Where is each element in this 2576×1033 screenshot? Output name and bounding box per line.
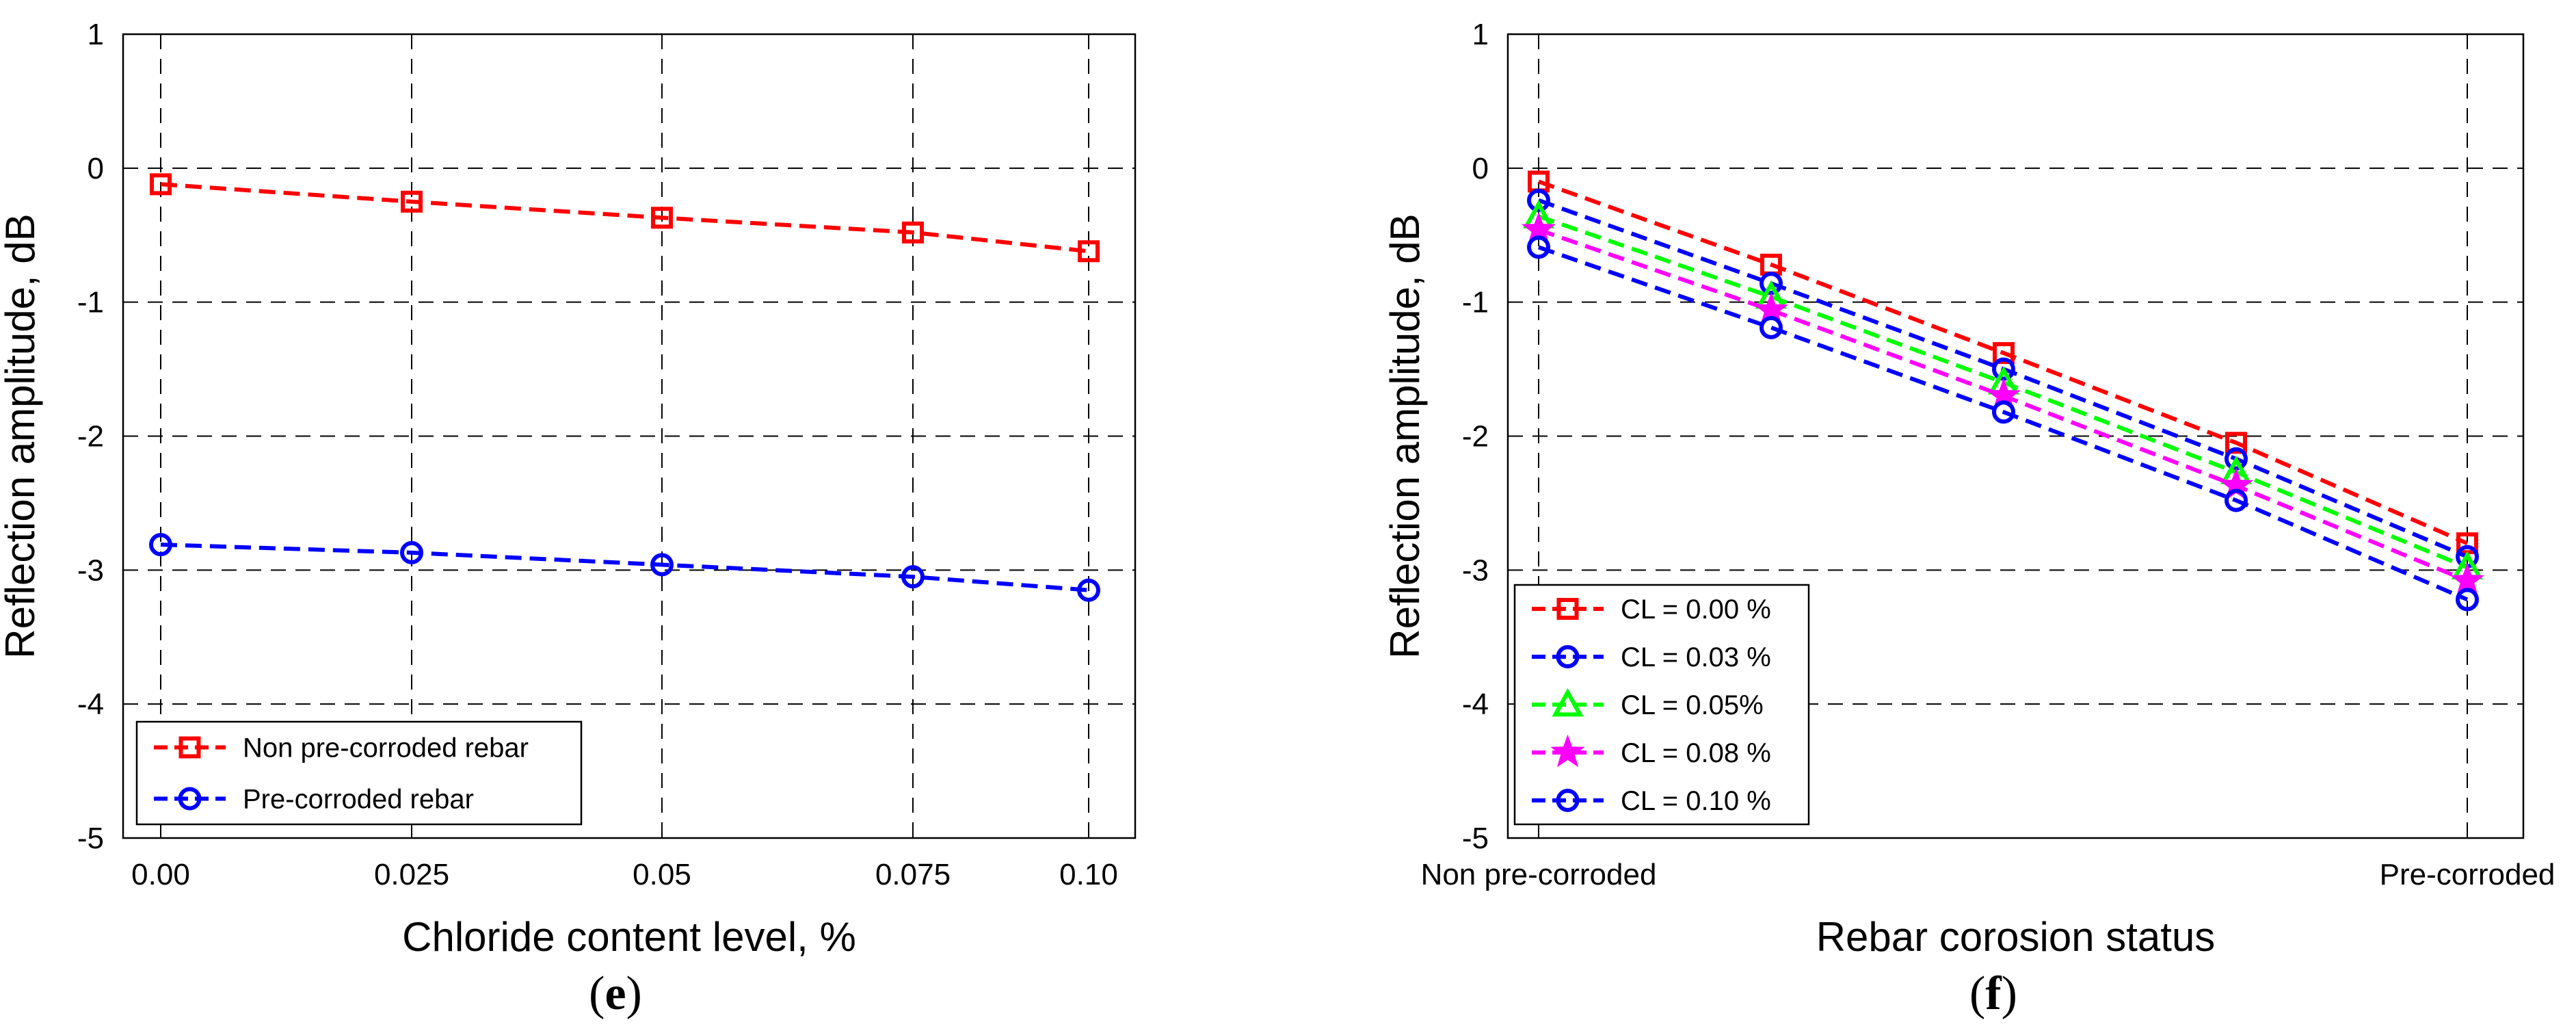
data-point	[1992, 400, 2015, 424]
data-point	[901, 565, 925, 589]
y-tick-label: -2	[1462, 420, 1489, 454]
legend-label: Pre-corroded rebar	[243, 785, 474, 815]
legend-marker	[1552, 688, 1584, 717]
x-tick-label: 0.00	[131, 858, 190, 891]
data-point	[2456, 588, 2479, 612]
series-line	[1538, 228, 2469, 583]
data-point	[1527, 188, 1550, 212]
data-point	[1077, 578, 1100, 602]
legend-label: CL = 0.05%	[1621, 690, 1764, 720]
x-tick-label: 0.05	[633, 858, 691, 891]
data-point	[2225, 488, 2248, 512]
legend-label: CL = 0.03 %	[1621, 642, 1771, 672]
legend: CL = 0.00 % CL = 0.03 % CL = 0.05% CL = 0.0…	[1513, 584, 1810, 826]
x-tick-label: 0.025	[374, 858, 449, 891]
legend-marker	[178, 736, 201, 759]
legend-label: CL = 0.10 %	[1621, 786, 1771, 816]
legend-marker	[1556, 598, 1579, 620]
data-point	[1760, 315, 1783, 339]
panel-caption: (e)	[589, 967, 642, 1020]
x-tick-label: 0.075	[875, 858, 951, 891]
data-point	[149, 533, 172, 557]
panel-caption: (f)	[1969, 967, 2017, 1020]
y-axis-label: Reflection amplitude, dB	[1382, 213, 1428, 658]
y-tick-label: 0	[88, 152, 104, 185]
data-point	[2225, 432, 2247, 454]
caption-paren-close: )	[626, 967, 642, 1020]
y-tick-label: 1	[1472, 18, 1489, 51]
x-tick-label: 0.10	[1059, 858, 1118, 891]
data-point	[902, 221, 924, 244]
x-axis-label: Chloride content level, %	[402, 914, 856, 960]
legend-label: CL = 0.00 %	[1621, 594, 1771, 625]
data-point	[650, 553, 674, 577]
data-point	[401, 190, 423, 213]
y-tick-label: -2	[77, 420, 104, 454]
legend-marker	[1550, 734, 1585, 768]
caption-paren-open: (	[1969, 967, 1985, 1020]
y-tick-label: -3	[1462, 553, 1489, 587]
legend-marker	[1556, 789, 1580, 812]
chart-panel-f: -5 -4 -3 -2 -1 0 1 Non pre-corroded Pre-corroded…	[1382, 18, 2555, 1020]
series-line	[1538, 245, 2469, 602]
legend-marker	[1556, 645, 1580, 668]
x-axis-label: Rebar corosion status	[1816, 914, 2216, 960]
caption-paren-close: )	[2002, 967, 2017, 1020]
y-tick-label: 1	[88, 18, 104, 51]
y-tick-label: -5	[77, 822, 104, 855]
y-tick-label: -4	[1462, 688, 1489, 721]
series-line	[160, 182, 1089, 254]
data-point	[400, 540, 423, 564]
caption-paren-open: (	[589, 967, 605, 1020]
data-point	[1527, 235, 1550, 259]
chart-panel-e: -5 -4 -3 -2 -1 0 1 0.00 0.025 0.05 0.075 0.10 Chlori…	[0, 18, 1137, 1020]
x-tick-label: Pre-corroded	[2380, 858, 2555, 891]
legend-label: Non pre-corroded rebar	[243, 733, 529, 763]
y-tick-label: 0	[1472, 152, 1489, 185]
data-point	[2449, 562, 2485, 596]
series-line	[160, 542, 1089, 592]
legend-label: CL = 0.08 %	[1621, 738, 1771, 768]
y-tick-label: -4	[77, 688, 104, 721]
series-line	[1537, 179, 2469, 545]
caption-letter: e	[605, 967, 626, 1020]
y-tick-label: -1	[77, 286, 104, 319]
y-tick-label: -1	[1462, 286, 1489, 319]
data-point	[150, 173, 172, 196]
caption-letter: f	[1985, 967, 2002, 1020]
data-point	[1993, 342, 2015, 365]
y-tick-label: -5	[1462, 822, 1489, 855]
y-tick-label: -3	[77, 553, 104, 587]
data-point	[1078, 240, 1100, 263]
legend-marker	[178, 787, 202, 811]
data-point	[651, 207, 673, 229]
y-axis-label: Reflection amplitude, dB	[0, 213, 43, 658]
legend: Non pre-corroded rebar Pre-corroded rebar	[135, 720, 583, 826]
legend-box	[135, 720, 583, 826]
x-tick-label: Non pre-corroded	[1421, 858, 1657, 891]
